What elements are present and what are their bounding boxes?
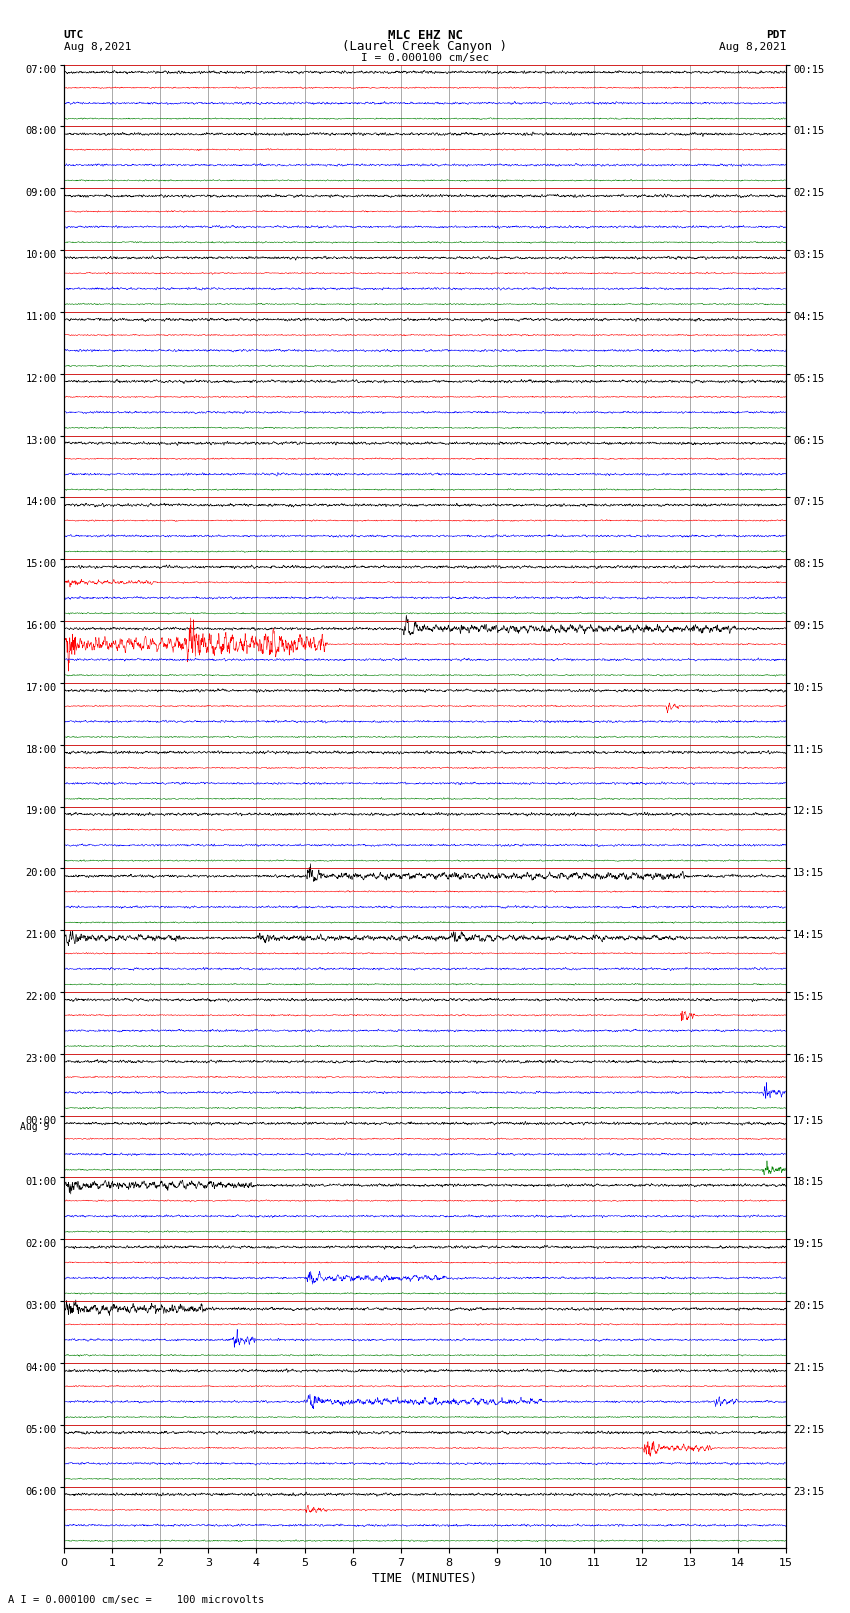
X-axis label: TIME (MINUTES): TIME (MINUTES) — [372, 1573, 478, 1586]
Text: Aug 9: Aug 9 — [20, 1123, 49, 1132]
Text: Aug 8,2021: Aug 8,2021 — [64, 42, 131, 52]
Text: UTC: UTC — [64, 31, 84, 40]
Text: (Laurel Creek Canyon ): (Laurel Creek Canyon ) — [343, 40, 507, 53]
Text: I = 0.000100 cm/sec: I = 0.000100 cm/sec — [361, 53, 489, 63]
Text: MLC EHZ NC: MLC EHZ NC — [388, 29, 462, 42]
Text: PDT: PDT — [766, 31, 786, 40]
Text: Aug 8,2021: Aug 8,2021 — [719, 42, 786, 52]
Text: A I = 0.000100 cm/sec =    100 microvolts: A I = 0.000100 cm/sec = 100 microvolts — [8, 1595, 264, 1605]
